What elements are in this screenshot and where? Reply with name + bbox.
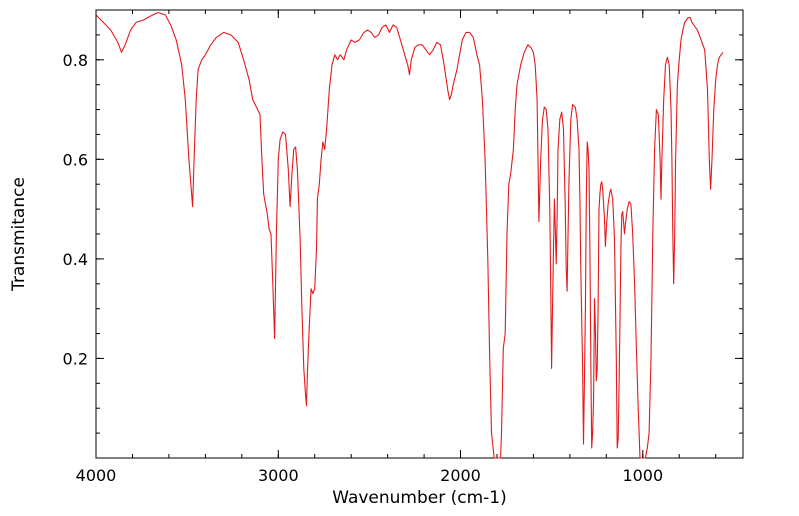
y-axis-title: Transmitance	[9, 177, 29, 292]
axis-tick-labels: 4000 3000 2000 1000 0.2 0.4 0.6 0.8	[63, 51, 664, 485]
y-tick-label: 0.8	[63, 51, 88, 70]
plot-area	[95, 9, 744, 459]
y-tick-label: 0.6	[63, 150, 88, 169]
y-tick-label: 0.2	[63, 349, 88, 368]
x-tick-label: 3000	[258, 466, 299, 485]
x-tick-label: 2000	[440, 466, 481, 485]
x-axis-title: Wavenumber (cm-1)	[332, 488, 507, 508]
y-tick-label: 0.4	[63, 250, 88, 269]
axis-ticks	[95, 10, 743, 458]
x-tick-label: 1000	[622, 466, 663, 485]
x-tick-label: 4000	[76, 466, 117, 485]
plot-frame	[95, 9, 744, 459]
